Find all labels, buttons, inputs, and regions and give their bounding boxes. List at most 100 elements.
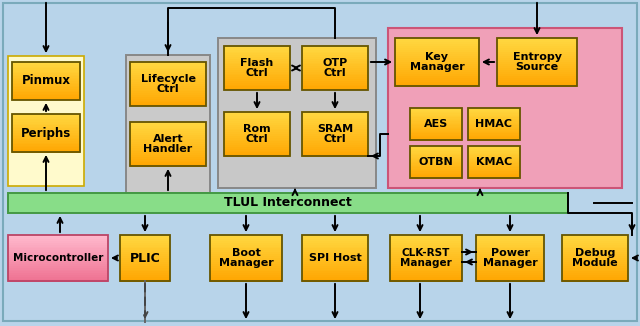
Bar xyxy=(120,244,170,247)
Bar xyxy=(130,144,206,146)
Bar xyxy=(395,60,479,63)
Bar xyxy=(224,83,290,85)
Bar xyxy=(210,250,282,253)
Bar xyxy=(210,277,282,280)
Bar xyxy=(390,250,462,253)
Bar xyxy=(224,50,290,52)
Bar xyxy=(224,132,290,135)
Bar xyxy=(210,244,282,247)
Bar xyxy=(302,279,368,281)
Bar xyxy=(497,72,577,75)
Bar xyxy=(224,88,290,91)
Bar xyxy=(410,136,462,138)
Bar xyxy=(12,76,80,78)
Bar xyxy=(302,53,368,56)
Bar xyxy=(390,275,462,278)
Bar xyxy=(390,264,462,266)
Bar xyxy=(12,94,80,96)
Bar xyxy=(468,173,520,174)
Bar xyxy=(410,131,462,132)
Bar xyxy=(224,70,290,72)
Bar xyxy=(224,116,290,118)
Bar xyxy=(410,135,462,137)
Bar xyxy=(8,270,108,272)
Bar xyxy=(390,235,462,281)
Bar xyxy=(468,151,520,153)
Bar xyxy=(476,275,544,278)
Bar xyxy=(497,60,577,63)
Bar xyxy=(410,109,462,111)
Bar xyxy=(562,241,628,243)
Bar xyxy=(210,243,282,245)
Bar xyxy=(130,122,206,166)
Bar xyxy=(302,52,368,54)
Bar xyxy=(120,260,170,262)
Bar xyxy=(12,95,80,97)
Bar xyxy=(130,155,206,157)
Bar xyxy=(12,125,80,127)
Bar xyxy=(468,125,520,127)
Bar xyxy=(302,147,368,149)
Bar xyxy=(302,272,368,274)
Bar xyxy=(210,239,282,241)
Bar xyxy=(395,46,479,49)
Bar xyxy=(130,67,206,70)
Bar xyxy=(468,115,520,116)
Bar xyxy=(497,80,577,82)
Bar xyxy=(476,250,544,253)
Bar xyxy=(468,154,520,156)
Bar xyxy=(12,150,80,153)
Bar xyxy=(302,73,368,76)
Bar xyxy=(410,146,462,148)
Bar xyxy=(8,235,108,281)
Bar xyxy=(130,151,206,154)
Bar xyxy=(302,127,368,129)
Bar xyxy=(410,115,462,116)
Bar xyxy=(390,235,462,237)
Bar xyxy=(410,169,462,170)
Bar xyxy=(12,91,80,93)
Bar xyxy=(302,66,368,68)
Bar xyxy=(390,272,462,274)
Bar xyxy=(302,270,368,272)
Bar xyxy=(130,122,206,124)
Bar xyxy=(12,133,80,135)
Bar xyxy=(224,64,290,67)
Bar xyxy=(410,124,462,126)
Bar xyxy=(8,252,108,255)
Bar xyxy=(302,254,368,257)
Bar xyxy=(120,258,170,260)
Bar xyxy=(410,153,462,155)
Bar xyxy=(130,80,206,83)
Bar xyxy=(410,137,462,139)
Bar xyxy=(302,61,368,63)
Bar xyxy=(224,136,290,138)
Bar xyxy=(302,125,368,127)
Text: Power
Manager: Power Manager xyxy=(483,248,538,268)
Bar xyxy=(468,111,520,112)
Bar xyxy=(497,66,577,68)
Bar xyxy=(302,77,368,80)
Bar xyxy=(302,64,368,67)
Bar xyxy=(562,248,628,251)
Bar xyxy=(395,62,479,65)
Bar xyxy=(476,268,544,270)
Bar xyxy=(210,262,282,264)
Bar xyxy=(390,244,462,247)
Bar xyxy=(12,119,80,121)
Bar xyxy=(468,177,520,179)
Bar xyxy=(224,151,290,153)
Bar xyxy=(468,136,520,138)
Bar xyxy=(210,235,282,237)
Bar xyxy=(130,140,206,143)
Text: OTBN: OTBN xyxy=(419,157,453,167)
Bar xyxy=(476,243,544,245)
Bar xyxy=(224,117,290,120)
Bar xyxy=(562,273,628,276)
Bar xyxy=(468,131,520,132)
Bar xyxy=(130,126,206,128)
Bar xyxy=(468,113,520,115)
Bar xyxy=(302,239,368,241)
Bar xyxy=(302,140,368,142)
Bar xyxy=(130,88,206,90)
